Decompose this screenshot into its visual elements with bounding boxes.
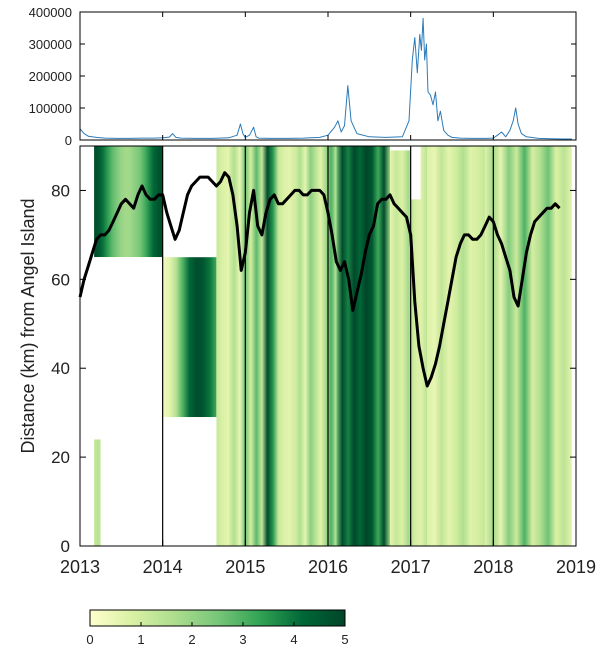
heatmap-band	[162, 257, 217, 418]
x-tick-label: 2014	[143, 557, 183, 577]
colorbar-bar	[89, 609, 346, 627]
top-y-tick-label: 100000	[29, 101, 72, 116]
no-data-region	[162, 417, 217, 546]
heatmap-band	[485, 146, 572, 546]
x-tick-label: 2017	[391, 557, 431, 577]
top-y-ticks: 0 100000 200000 300000 400000	[29, 5, 577, 148]
heatmap-band	[390, 146, 428, 546]
heatmap-band	[427, 146, 486, 546]
heatmap-band	[228, 146, 295, 546]
no-data-region	[100, 257, 163, 546]
year-lines	[162, 146, 494, 546]
y-tick-label: 0	[61, 537, 70, 556]
colorbar-ticks: 0 1 2 3 4 5	[86, 622, 349, 647]
discharge-line	[79, 17, 572, 140]
x-tick-label: 2018	[473, 557, 513, 577]
top-y-tick-label: 0	[65, 133, 72, 148]
heatmap-band	[94, 439, 101, 546]
top-line-layer	[79, 17, 572, 140]
x-tick-label: 2019	[556, 557, 596, 577]
y-axis-label: Distance (km) from Angel Island	[18, 198, 38, 453]
no-data-region	[410, 146, 421, 200]
y-tick-label: 20	[51, 448, 70, 467]
x-tick-label: 2015	[225, 557, 265, 577]
colorbar-tick-label: 1	[137, 632, 144, 647]
colorbar-tick-label: 3	[239, 632, 246, 647]
heatmap-band	[294, 146, 337, 546]
colorbar-tick-label: 0	[86, 632, 93, 647]
no-data-region	[390, 146, 411, 151]
main-axis-ticks: 0 20 40 60 80 2013 2014 2015 2016 2017 2018 2019	[51, 181, 596, 577]
y-tick-label: 40	[51, 359, 70, 378]
top-y-tick-label: 200000	[29, 69, 72, 84]
main-panel: 0 20 40 60 80 2013 2014 2015 2016 2017 2018 2019 Di…	[18, 145, 596, 577]
colorbar-tick-label: 2	[188, 632, 195, 647]
colorbar-tick-label: 5	[341, 632, 348, 647]
heatmap-band	[336, 146, 390, 546]
main-line-layer	[78, 171, 561, 388]
top-panel: 0 100000 200000 300000 400000	[29, 5, 577, 148]
x-tick-label: 2013	[60, 557, 100, 577]
blank-regions	[80, 146, 576, 546]
colorbar-tick-label: 4	[290, 632, 297, 647]
top-y-tick-label: 300000	[29, 37, 72, 52]
top-plot-frame	[79, 11, 577, 141]
no-data-region	[94, 257, 101, 440]
no-data-region	[80, 146, 95, 546]
no-data-region	[162, 146, 217, 258]
no-data-region	[571, 146, 576, 546]
colorbar: 0 1 2 3 4 5	[86, 609, 349, 647]
distance-line	[78, 171, 561, 388]
y-tick-label: 80	[51, 181, 70, 200]
x-tick-label: 2016	[308, 557, 348, 577]
y-tick-label: 60	[51, 270, 70, 289]
top-y-tick-label: 400000	[29, 5, 72, 20]
heatmap-band	[216, 146, 229, 546]
